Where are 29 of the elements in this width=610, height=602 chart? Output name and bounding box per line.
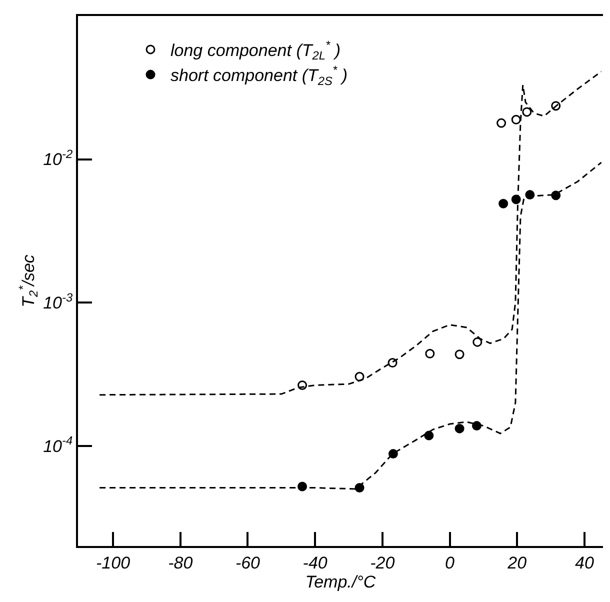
x-axis-title: Temp./°C xyxy=(305,572,376,592)
y-tick-label: 10$^{-4}$ xyxy=(43,434,73,456)
x-tick-label: -20 xyxy=(370,553,396,572)
legend-label: long component (T$_{2L}$$^{*}$ ) xyxy=(170,38,341,63)
y-tick-label: 10$^{-3}$ xyxy=(43,290,73,313)
point xyxy=(454,350,464,360)
point xyxy=(298,380,308,390)
y-tick-label: 10$^{-2}$ xyxy=(43,147,73,170)
x-tick-label: 0 xyxy=(445,553,456,572)
point xyxy=(551,101,561,111)
point xyxy=(454,424,464,434)
point xyxy=(511,114,521,124)
point xyxy=(498,198,508,208)
point xyxy=(388,358,398,368)
point xyxy=(424,430,434,440)
point xyxy=(496,118,506,128)
point xyxy=(354,372,364,382)
x-tick-label: -60 xyxy=(235,553,261,572)
x-tick-label: -40 xyxy=(302,553,328,572)
x-tick-label: -100 xyxy=(96,553,131,572)
point xyxy=(354,483,364,492)
point xyxy=(472,337,482,347)
x-tick-label: 40 xyxy=(575,553,594,572)
point xyxy=(425,348,435,358)
point xyxy=(472,421,482,431)
x-tick-label: 20 xyxy=(506,553,528,572)
point xyxy=(522,107,532,117)
legend-label: short component (T$_{2S}$$^{*}$ ) xyxy=(170,63,348,88)
x-tick-label: -80 xyxy=(168,553,194,572)
